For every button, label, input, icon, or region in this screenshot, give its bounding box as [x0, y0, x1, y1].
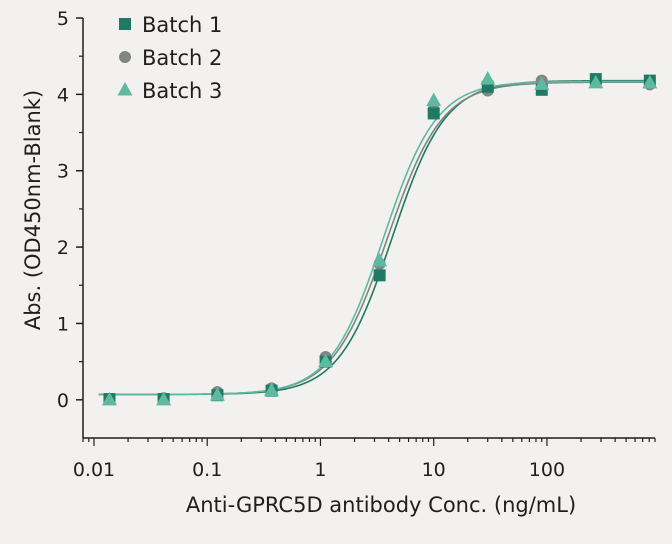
y-axis-title: Abs. (OD450nm-Blank) [21, 90, 45, 330]
x-axis: 0.01 0.1 1 10 100 [73, 437, 656, 481]
x-tick-label: 0.01 [73, 459, 115, 481]
x-tick-label: 0.1 [192, 459, 222, 481]
y-axis: 0 1 2 3 4 5 [57, 8, 84, 438]
y-tick-label: 3 [57, 161, 69, 183]
data-point-batch-3 [480, 71, 496, 85]
legend-marker-batch-3 [117, 82, 133, 96]
data-points [101, 71, 658, 406]
data-point-batch-3 [101, 391, 117, 406]
data-point-batch-1 [373, 269, 386, 282]
legend-marker-batch-2 [119, 51, 131, 63]
y-tick-label: 4 [57, 84, 69, 106]
data-point-batch-1 [427, 107, 440, 120]
y-tick-label: 2 [57, 237, 69, 259]
legend-label-batch-3: Batch 3 [142, 79, 222, 103]
x-tick-label: 100 [529, 459, 565, 481]
data-point-batch-3 [264, 382, 280, 397]
data-point-batch-3 [372, 252, 388, 267]
legend-marker-batch-1 [119, 18, 131, 30]
data-point-batch-3 [534, 76, 550, 90]
x-tick-label: 1 [314, 459, 326, 481]
y-tick-label: 1 [57, 313, 69, 335]
legend: Batch 1 Batch 2 Batch 3 [117, 13, 222, 103]
legend-label-batch-1: Batch 1 [142, 13, 222, 37]
y-tick-label: 5 [57, 8, 69, 30]
data-point-batch-3 [318, 353, 334, 368]
fit-curve-batch-3 [98, 80, 655, 396]
x-tick-label: 10 [422, 459, 446, 481]
data-point-batch-3 [156, 391, 172, 406]
legend-label-batch-2: Batch 2 [142, 46, 222, 70]
data-point-batch-3 [588, 74, 604, 89]
y-tick-label: 0 [57, 390, 69, 412]
data-point-batch-3 [209, 387, 225, 401]
data-point-batch-3 [426, 92, 442, 106]
data-point-batch-3 [642, 74, 658, 89]
x-axis-title: Anti-GPRC5D antibody Conc. (ng/mL) [186, 493, 576, 517]
